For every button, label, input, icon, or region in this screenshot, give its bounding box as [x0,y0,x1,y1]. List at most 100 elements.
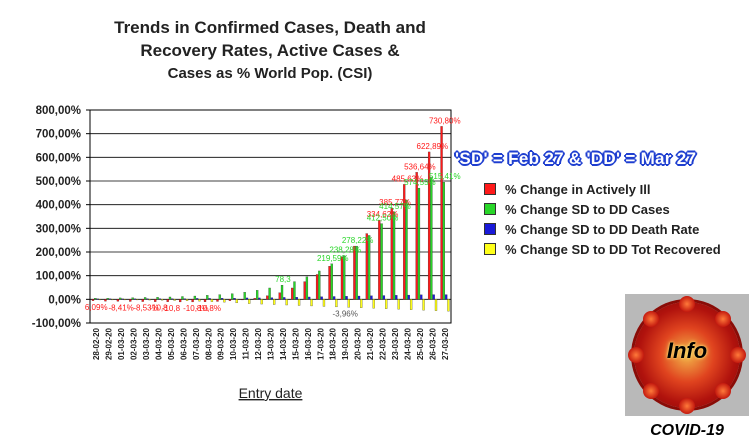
bar-recovered [198,299,201,302]
bar-recovered [285,299,288,306]
bar-death-rate [320,296,323,300]
bar-cases [119,297,122,300]
bar-actively-ill [390,207,393,300]
bar-cases [231,293,234,300]
bar-death-rate [245,297,249,300]
bar-recovered [385,299,388,309]
legend-label: % Change SD to DD Death Rate [505,221,700,237]
x-tick-label: 12-03-20 [254,327,263,360]
x-tick-label: 09-03-20 [217,327,226,360]
legend-item-cases: % Change SD to DD Cases [484,199,721,219]
bar-death-rate [158,298,161,300]
x-tick-label: 24-03-20 [403,327,412,360]
bar-actively-ill [141,299,144,302]
bar-death-rate [233,298,236,300]
bar-actively-ill [315,274,319,300]
bar-recovered [223,299,226,303]
bar-cases [256,290,259,300]
bar-actively-ill [129,299,132,302]
x-tick-label: 08-03-20 [204,327,213,360]
bar-actively-ill [340,256,344,300]
x-tick-label: 17-03-20 [316,327,325,360]
bar-actively-ill [365,233,368,300]
bar-cases [280,285,284,300]
legend-swatch-green [484,203,496,215]
x-tick-label: 29-02-20 [105,327,114,360]
x-tick-label: 25-03-20 [416,327,425,360]
x-tick-label: 07-03-20 [192,327,201,360]
bar-recovered [397,299,400,310]
legend-item-death-rate: % Change SD to DD Death Rate [484,219,721,239]
data-label: 536,64% [404,162,436,171]
bar-recovered [235,299,238,304]
bar-actively-ill [253,298,256,300]
bar-death-rate [270,297,274,300]
bar-death-rate [133,298,137,300]
x-tick-label: 23-03-20 [391,327,400,360]
legend-swatch-blue [484,223,496,235]
data-label: 385,77% [379,198,411,207]
bar-recovered [161,299,164,301]
bar-death-rate [420,294,423,300]
data-label: -3,96% [333,309,358,318]
bar-actively-ill [191,299,194,303]
bar-recovered [447,299,450,312]
bar-recovered [136,299,139,301]
y-tick-label: 0,00% [48,294,81,306]
bar-recovered [185,299,189,301]
data-label: -8,53% [133,304,158,313]
data-label: 334,62% [367,210,399,219]
chart-title-line-2: Recovery Rates, Active Cases & [140,41,400,60]
bar-actively-ill [440,126,443,300]
bar-actively-ill [353,245,356,300]
bar-recovered [123,299,126,301]
bar-cases [330,263,333,300]
bar-cases [268,287,271,300]
bar-cases [318,270,321,300]
bar-actively-ill [415,172,418,300]
bar-death-rate [258,297,261,300]
bar-actively-ill [378,220,381,300]
bar-recovered [409,299,413,310]
x-axis-title: Entry date [239,385,303,401]
x-tick-label: 16-03-20 [304,327,313,360]
bar-cases [156,297,159,300]
bar-recovered [260,299,263,305]
legend-label: % Change in Actively Ill [505,181,651,197]
x-tick-label: 10-03-20 [229,327,238,360]
bar-death-rate [432,294,435,300]
legend-swatch-yellow [484,243,496,255]
bar-actively-ill [291,287,294,300]
data-label: 730,80% [429,116,461,125]
data-label: 278,22% [342,236,374,245]
bar-cases [368,235,371,300]
data-label: -10,8 [149,304,168,313]
legend-label: % Change SD to DD Cases [505,201,670,217]
data-label: -10,8 [162,304,181,313]
data-label: 6,09% [85,303,108,312]
x-tick-label: 20-03-20 [354,327,363,360]
bar-death-rate [183,298,186,300]
bar-death-rate [171,298,174,300]
bar-cases [293,281,296,300]
bar-death-rate [395,295,398,300]
bar-actively-ill [179,299,182,303]
bar-actively-ill [91,299,95,301]
bar-death-rate [108,298,112,300]
bar-cases [305,276,309,300]
legend-swatch-red [484,183,496,195]
bar-cases [417,187,421,300]
bar-death-rate [96,298,99,300]
bar-cases [430,177,433,300]
data-label: 622,89% [417,142,449,151]
virus-icon [628,296,746,414]
bar-death-rate [220,298,224,300]
bar-cases [405,199,408,300]
data-label: -10,8% [183,304,208,313]
data-label: 219,59% [317,254,349,263]
bar-cases [143,297,147,300]
bar-actively-ill [203,299,207,302]
logo-caption: COVID-19 [650,422,724,439]
bar-recovered [297,299,301,306]
